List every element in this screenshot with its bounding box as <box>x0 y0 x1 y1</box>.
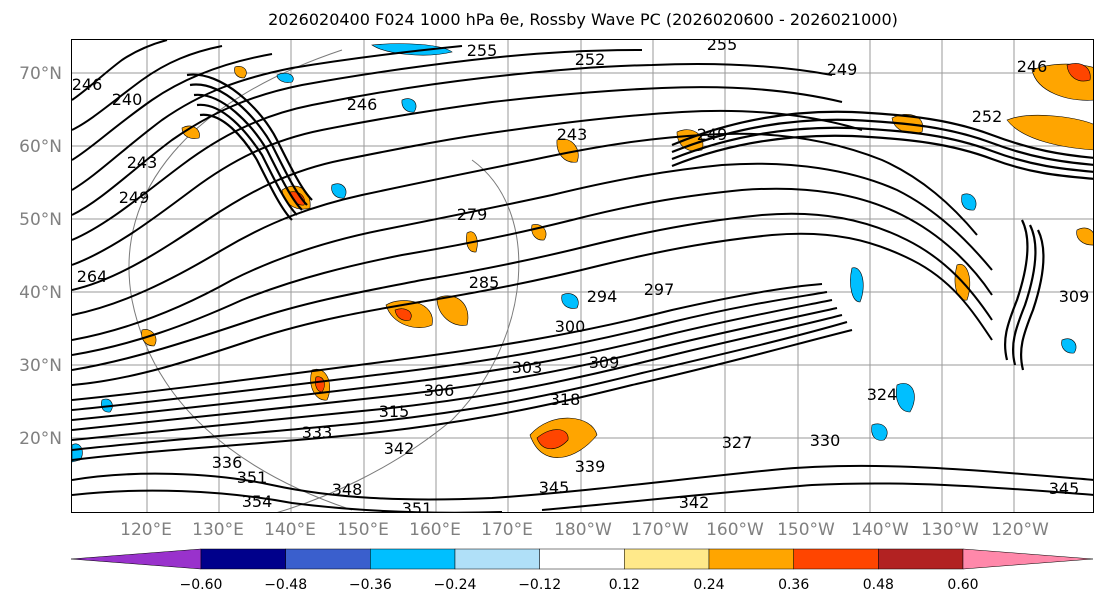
contour-label: 351 <box>402 499 433 513</box>
projection-arcs <box>128 49 520 512</box>
contour-label: 309 <box>1059 287 1090 306</box>
contour-label: 318 <box>550 390 581 409</box>
contour-label: 330 <box>810 431 841 450</box>
contour-label: 246 <box>347 95 378 114</box>
contour-label: 252 <box>575 50 606 69</box>
contour-label: 303 <box>512 358 543 377</box>
colorbar-segment <box>200 548 286 570</box>
contour-label: 249 <box>119 188 150 207</box>
colorbar-segment <box>539 548 625 570</box>
colorbar-tick-label: −0.48 <box>264 577 308 593</box>
contour-label: 309 <box>589 353 620 372</box>
colorbar <box>70 548 1094 570</box>
colorbar-tick-label: −0.60 <box>179 577 223 593</box>
colorbar-segment <box>878 548 964 570</box>
frontal-contours <box>186 73 1093 371</box>
negative-anomaly-patches <box>72 43 1077 463</box>
contour-label: 324 <box>867 385 898 404</box>
theta-e-contours <box>72 40 1093 512</box>
contour-label: 348 <box>332 480 363 499</box>
lon-label-120e: 120°E <box>120 520 172 540</box>
lon-label-140e: 140°E <box>264 520 316 540</box>
colorbar-segment <box>793 548 879 570</box>
contour-label: 342 <box>384 439 415 458</box>
colorbar-tick-label: 0.60 <box>947 577 979 593</box>
contour-label: 339 <box>575 457 606 476</box>
contour-label: 297 <box>644 280 675 299</box>
colorbar-segment <box>708 548 794 570</box>
colorbar-extend-max <box>962 548 1094 570</box>
contour-label: 345 <box>1049 479 1080 498</box>
contour-label: 315 <box>379 402 410 421</box>
contour-label: 300 <box>555 317 586 336</box>
contour-label: 240 <box>112 90 143 109</box>
lon-label-150w: 150°W <box>777 520 835 540</box>
map-panel: 255 252 255 249 246 246 243 240 246 249 … <box>71 39 1094 513</box>
colorbar-segment <box>454 548 540 570</box>
colorbar-tick-label: 0.36 <box>778 577 810 593</box>
lon-label-130e: 130°E <box>192 520 244 540</box>
lat-label-30n: 30°N <box>19 356 62 376</box>
colorbar-tick-label: −0.12 <box>518 577 562 593</box>
contour-label: 294 <box>587 287 618 306</box>
lon-label-170w: 170°W <box>631 520 689 540</box>
lon-label-180w: 180°W <box>554 520 612 540</box>
lat-label-40n: 40°N <box>19 283 62 303</box>
contour-label: 345 <box>539 478 570 497</box>
map-title: 2026020400 F024 1000 hPa θe, Rossby Wave… <box>268 10 898 29</box>
contour-label: 255 <box>467 41 498 60</box>
contour-label: 279 <box>457 205 488 224</box>
contour-label: 264 <box>77 267 108 286</box>
contour-label: 243 <box>127 153 158 172</box>
contour-label: 246 <box>72 75 102 94</box>
contour-label: 246 <box>1017 57 1048 76</box>
colorbar-segment <box>370 548 456 570</box>
contour-label: 333 <box>302 423 333 442</box>
colorbar-tick-label: 0.12 <box>608 577 640 593</box>
contour-label: 252 <box>972 107 1003 126</box>
lon-label-170e: 170°E <box>481 520 533 540</box>
colorbar-segment <box>285 548 371 570</box>
contour-label: 249 <box>827 60 858 79</box>
colorbar-extend-min <box>70 548 202 570</box>
contour-label: 351 <box>237 468 268 487</box>
lat-label-60n: 60°N <box>19 137 62 157</box>
colorbar-segments <box>70 548 1094 570</box>
contour-label: 285 <box>469 273 500 292</box>
contour-label-group: 255 252 255 249 246 246 243 240 246 249 … <box>72 40 1090 513</box>
contour-label: 354 <box>242 492 273 511</box>
lon-label-130w: 130°W <box>921 520 979 540</box>
colorbar-segment <box>624 548 710 570</box>
contour-label: 255 <box>707 40 738 54</box>
contour-label: 306 <box>424 381 455 400</box>
lat-label-70n: 70°N <box>19 64 62 84</box>
colorbar-tick-label: 0.24 <box>693 577 725 593</box>
lat-label-50n: 50°N <box>19 210 62 230</box>
contour-label: 327 <box>722 433 753 452</box>
map-svg: 255 252 255 249 246 246 243 240 246 249 … <box>72 40 1093 513</box>
contour-label: 336 <box>212 453 243 472</box>
lon-label-160w: 160°W <box>706 520 764 540</box>
colorbar-tick-label: −0.36 <box>348 577 392 593</box>
lon-label-120w: 120°W <box>991 520 1049 540</box>
contour-label: 249 <box>697 125 728 144</box>
lat-label-20n: 20°N <box>19 429 62 449</box>
lon-label-150e: 150°E <box>337 520 389 540</box>
contour-label: 243 <box>557 125 588 144</box>
colorbar-tick-label: −0.24 <box>433 577 477 593</box>
lon-label-160e: 160°E <box>409 520 461 540</box>
colorbar-tick-label: 0.48 <box>862 577 894 593</box>
lon-label-140w: 140°W <box>851 520 909 540</box>
contour-label: 342 <box>679 493 710 512</box>
